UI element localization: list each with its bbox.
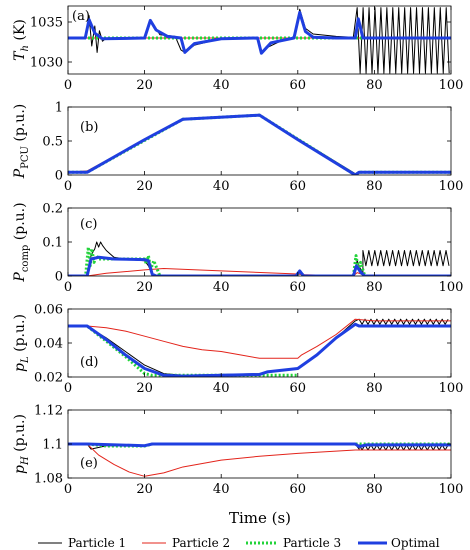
x-tick-label: 40	[213, 381, 230, 396]
y-axis-title: pL (p.u.)	[12, 314, 31, 372]
y-axis-title: Th (K)	[12, 19, 31, 61]
x-tick-label: 40	[213, 280, 230, 295]
legend-label-particle-3: Particle 3	[283, 536, 341, 550]
y-tick-label: 0.2	[42, 202, 63, 217]
plot-frame	[67, 308, 452, 378]
panel-e: 0 20 40 60 80 100 1.08 1.1 1.12 (e) pH (p.u.)	[12, 404, 463, 498]
x-tick-label: 0	[64, 280, 72, 295]
x-tick-label: 20	[136, 381, 153, 396]
x-tick-label: 80	[366, 78, 383, 93]
plot-frame	[67, 5, 452, 75]
y-tick-label: 0	[55, 270, 63, 285]
x-tick-label: 40	[213, 78, 230, 93]
plot-frame	[67, 207, 452, 277]
x-tick-label: 60	[290, 381, 307, 396]
y-axis-title: Pcomp (p.u.)	[12, 202, 31, 282]
x-tick-label: 60	[290, 78, 307, 93]
y-tick-label: 0.5	[42, 135, 63, 150]
series-group	[68, 113, 451, 175]
x-tick-label: 100	[439, 381, 464, 396]
panel-a: 0 20 40 60 80 100 1030 1035 (a) Th (K)	[12, 5, 464, 93]
y-tick-label: 1035	[30, 16, 63, 31]
x-tick-label: 20	[136, 179, 153, 194]
legend-label-particle-1: Particle 1	[68, 536, 126, 550]
panel-d: 0 20 40 60 80 100 0.02 0.04 0.06 (d) pL (p.u.)	[12, 303, 463, 397]
series-line-particle-2	[68, 318, 451, 359]
series-line-particle-3	[68, 113, 451, 175]
x-tick-label: 20	[136, 78, 153, 93]
panel-label: (b)	[80, 120, 98, 135]
series-group	[68, 318, 451, 377]
x-tick-label: 100	[439, 482, 464, 497]
y-axis-title: PPCU (p.u.)	[12, 104, 31, 180]
x-tick-label: 80	[366, 280, 383, 295]
plot-frame	[67, 106, 452, 176]
series-line-particle-2	[68, 114, 451, 175]
x-tick-label: 60	[290, 179, 307, 194]
series-line-optimal	[68, 255, 451, 276]
legend-label-optimal: Optimal	[391, 536, 440, 550]
panel-label: (e)	[80, 456, 98, 471]
x-tick-label: 80	[366, 179, 383, 194]
series-line-particle-3	[68, 324, 298, 377]
x-tick-label: 20	[136, 280, 153, 295]
series-line-particle-2	[68, 443, 451, 477]
panel-label: (a)	[72, 9, 90, 24]
y-tick-label: 0.1	[42, 236, 63, 251]
series-line-particle-1	[68, 114, 451, 175]
y-tick-label: 1.08	[34, 472, 63, 487]
series-line-particle-1	[68, 318, 449, 376]
x-tick-label: 80	[366, 482, 383, 497]
legend: Particle 1 Particle 2 Particle 3 Optimal	[38, 536, 440, 550]
series-line-optimal	[68, 113, 451, 175]
series-line-optimal	[68, 10, 451, 55]
x-tick-label: 0	[64, 179, 72, 194]
y-tick-label: 0.04	[34, 337, 63, 352]
x-tick-label: 0	[64, 381, 72, 396]
series-line-particle-1	[68, 241, 450, 276]
panel-label: (c)	[80, 217, 97, 232]
y-tick-label: 1.12	[34, 404, 63, 419]
x-tick-label: 60	[290, 482, 307, 497]
x-tick-label: 40	[213, 482, 230, 497]
x-tick-label: 100	[439, 179, 464, 194]
series-line-optimal	[68, 442, 451, 449]
series-group	[68, 7, 451, 74]
series-group	[68, 241, 451, 276]
panel-label: (d)	[80, 355, 98, 370]
series-line-optimal	[68, 322, 451, 377]
y-tick-label: 1.1	[42, 438, 63, 453]
y-tick-label: 0	[55, 169, 63, 184]
x-tick-label: 60	[290, 280, 307, 295]
legend-label-particle-2: Particle 2	[172, 536, 230, 550]
y-tick-label: 1	[55, 101, 63, 116]
x-tick-label: 0	[64, 78, 72, 93]
x-tick-label: 20	[136, 482, 153, 497]
x-tick-label: 100	[439, 78, 464, 93]
x-tick-label: 100	[439, 280, 464, 295]
x-tick-label: 0	[64, 482, 72, 497]
panel-c: 0 20 40 60 80 100 0 0.1 0.2 (c) Pcomp (p.u.)	[12, 202, 463, 296]
y-axis-title: pH (p.u.)	[12, 414, 31, 474]
x-axis-title: Time (s)	[229, 509, 291, 527]
series-group	[68, 442, 451, 477]
y-tick-label: 0.02	[34, 371, 63, 386]
panel-b: 0 20 40 60 80 100 0 0.5 1 (b) PPCU (p.u.)	[12, 101, 463, 195]
x-tick-label: 80	[366, 381, 383, 396]
y-tick-label: 1030	[30, 56, 63, 71]
x-tick-label: 40	[213, 179, 230, 194]
y-tick-label: 0.06	[34, 303, 63, 318]
